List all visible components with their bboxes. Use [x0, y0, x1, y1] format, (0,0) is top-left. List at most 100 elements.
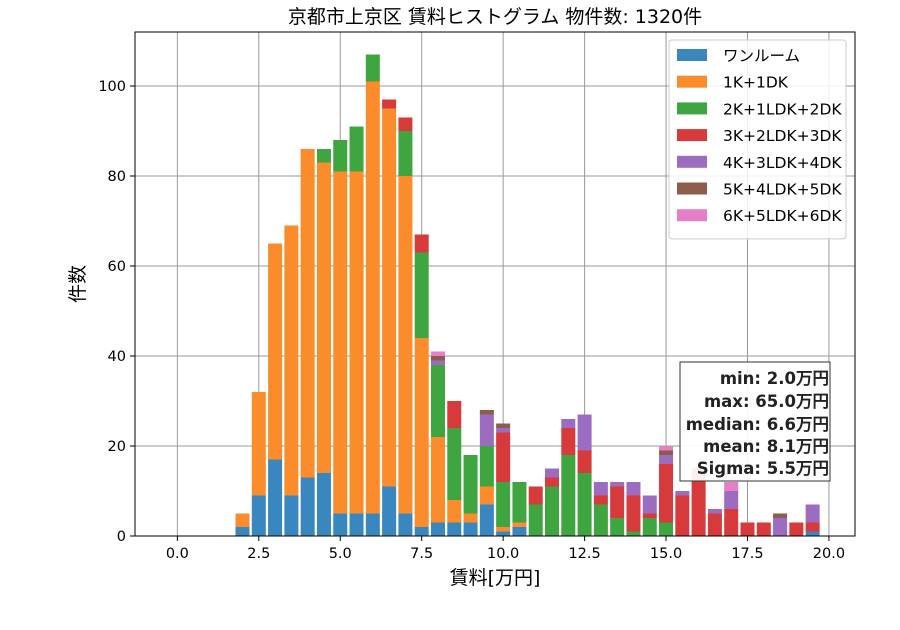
bar-segment — [610, 482, 625, 487]
x-tick-label: 12.5 — [568, 546, 600, 562]
bar-segment — [479, 446, 494, 487]
y-tick-label: 80 — [108, 169, 126, 185]
legend-label: 2K+1LDK+2DK — [723, 100, 842, 118]
bar-segment — [626, 531, 641, 536]
bar-segment — [447, 401, 462, 428]
bar-segment — [268, 243, 283, 460]
bar-segment — [593, 495, 608, 505]
bar-segment — [349, 513, 364, 536]
bar-segment — [333, 513, 348, 536]
legend-swatch — [677, 155, 707, 168]
bars-layer — [235, 54, 820, 536]
legend-label: 1K+1DK — [723, 74, 789, 92]
bar-segment — [512, 527, 527, 536]
bar-segment — [626, 495, 641, 532]
bar-segment — [789, 522, 804, 536]
bar-segment — [675, 495, 690, 536]
bar-segment — [496, 531, 511, 536]
bar-segment — [430, 522, 445, 536]
y-tick-label: 40 — [108, 349, 126, 365]
bar-segment — [398, 176, 413, 514]
bar-segment — [496, 482, 511, 527]
legend-swatch — [677, 102, 707, 115]
x-tick-label: 2.5 — [247, 546, 270, 562]
bar-segment — [430, 437, 445, 523]
bar-segment — [300, 149, 315, 478]
bar-segment — [447, 522, 462, 536]
legend-swatch — [677, 75, 707, 88]
chart-title: 京都市上京区 賃料ヒストグラム 物件数: 1320件 — [288, 6, 702, 28]
legend-label: 5K+4LDK+5DK — [723, 181, 842, 199]
bar-segment — [577, 414, 592, 451]
legend-swatch — [677, 129, 707, 142]
bar-segment — [805, 522, 820, 532]
bar-segment — [805, 531, 820, 536]
legend-swatch — [677, 209, 707, 222]
y-axis-label: 件数 — [67, 265, 89, 303]
bar-segment — [349, 126, 364, 172]
bar-segment — [724, 482, 739, 491]
bar-segment — [382, 99, 397, 109]
stat-min: min: 2.0万円 — [720, 369, 829, 388]
bar-segment — [805, 504, 820, 523]
bar-segment — [593, 504, 608, 536]
bar-segment — [740, 522, 755, 536]
stats-box: min: 2.0万円 max: 65.0万円 median: 6.6万円 mea… — [679, 361, 831, 482]
bar-segment — [251, 392, 266, 496]
bar-segment — [659, 522, 674, 536]
bar-segment — [398, 131, 413, 176]
bar-segment — [691, 468, 706, 536]
bar-segment — [545, 486, 560, 536]
legend-swatch — [677, 182, 707, 195]
bar-segment — [251, 495, 266, 536]
bar-segment — [235, 527, 250, 536]
y-tick-label: 60 — [108, 259, 126, 275]
bar-segment — [479, 410, 494, 415]
bar-segment — [414, 527, 429, 536]
bar-segment — [463, 522, 478, 536]
bar-segment — [398, 117, 413, 131]
bar-segment — [365, 513, 380, 536]
bar-segment — [724, 491, 739, 509]
plot-frame — [134, 31, 856, 537]
bar-segment — [659, 446, 674, 451]
legend-label: 3K+2LDK+3DK — [723, 127, 842, 145]
bar-segment — [610, 518, 625, 536]
bar-segment — [316, 149, 331, 163]
bar-segment — [496, 432, 511, 482]
bar-segment — [479, 504, 494, 536]
stat-median: median: 6.6万円 — [686, 415, 829, 434]
bar-segment — [773, 518, 788, 536]
bar-segment — [561, 455, 576, 536]
bar-segment — [333, 171, 348, 514]
y-tick-label: 100 — [98, 79, 126, 95]
bar-segment — [463, 455, 478, 514]
bar-segment — [463, 513, 478, 523]
bar-segment — [382, 108, 397, 487]
bar-segment — [365, 81, 380, 514]
bar-segment — [349, 171, 364, 514]
legend-swatch — [677, 49, 707, 61]
x-tick-label: 20.0 — [813, 546, 845, 562]
bar-segment — [430, 360, 445, 365]
ticks-layer: 0.0 2.5 5.0 7.5 10.0 12.5 15.0 17.5 20.0 0 20 40 60 8… — [98, 79, 845, 562]
x-tick-label: 15.0 — [650, 546, 682, 562]
y-tick-label: 0 — [117, 529, 126, 545]
bar-segment — [430, 365, 445, 437]
bar-segment — [610, 486, 625, 518]
bar-segment — [512, 482, 527, 523]
bar-segment — [479, 414, 494, 446]
bar-segment — [333, 140, 348, 172]
bar-segment — [561, 419, 576, 428]
bar-segment — [577, 473, 592, 536]
bar-segment — [447, 500, 462, 523]
bar-segment — [398, 513, 413, 536]
bar-segment — [414, 338, 429, 527]
bar-segment — [545, 468, 560, 478]
bar-segment — [496, 428, 511, 433]
stat-max: max: 65.0万円 — [704, 392, 829, 411]
x-tick-label: 10.0 — [487, 546, 519, 562]
bar-segment — [659, 464, 674, 523]
bar-segment — [447, 428, 462, 500]
